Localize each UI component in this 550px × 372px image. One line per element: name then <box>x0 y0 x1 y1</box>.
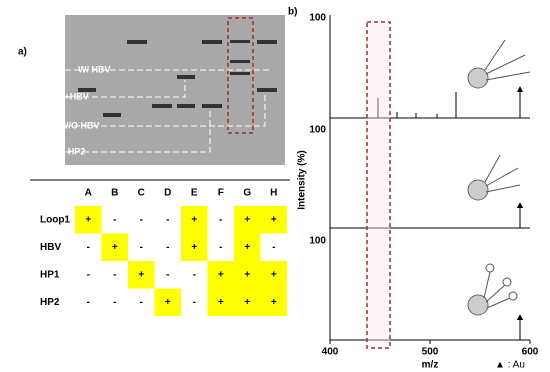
cell: + <box>244 269 250 280</box>
particle-icons <box>467 67 489 316</box>
gel-label: W/ HBV <box>78 64 111 74</box>
cell: - <box>113 269 116 280</box>
x-axis-label: m/z <box>422 360 439 371</box>
cell: + <box>85 214 91 225</box>
highlight-box <box>366 21 391 349</box>
cell: - <box>87 242 90 253</box>
cell-highlight <box>154 288 181 316</box>
cell: + <box>218 269 224 280</box>
column-header: F <box>218 188 224 199</box>
cell-highlight <box>75 206 102 234</box>
cell: - <box>166 269 169 280</box>
panel-top-label: 100 <box>309 125 326 136</box>
cell: - <box>193 297 196 308</box>
panel-top-label: 100 <box>309 13 326 24</box>
gel-label: HP1 + HP2 <box>40 146 85 156</box>
cell: - <box>113 297 116 308</box>
cell: + <box>218 297 224 308</box>
gel-label: Loop1 +HBV <box>35 91 89 101</box>
au-markers <box>517 86 523 320</box>
legend: ▲ : Au <box>495 360 525 371</box>
cell: - <box>140 214 143 225</box>
cell-highlight <box>207 261 234 289</box>
cell-highlight <box>234 233 261 261</box>
cell: - <box>166 214 169 225</box>
cell: + <box>191 214 197 225</box>
cell: + <box>244 297 250 308</box>
cell: - <box>87 269 90 280</box>
cell-highlight <box>181 233 208 261</box>
cell: + <box>244 214 250 225</box>
column-header: D <box>164 188 171 199</box>
x-tick-label: 600 <box>522 347 539 358</box>
x-tick-label: 500 <box>422 347 439 358</box>
panel-label: b) <box>288 7 297 18</box>
probe-icons <box>483 39 531 309</box>
row-header: HBV <box>40 242 61 253</box>
cell: + <box>191 242 197 253</box>
cell-highlight <box>234 261 261 289</box>
y-axis-label: Intensity (%) <box>297 150 308 209</box>
cell: - <box>113 214 116 225</box>
cell: + <box>244 242 250 253</box>
cell: - <box>87 297 90 308</box>
cell: - <box>272 242 275 253</box>
gel-label: W/O HBV <box>60 120 100 130</box>
cell: - <box>219 214 222 225</box>
column-header: H <box>270 188 277 199</box>
cell: + <box>165 297 171 308</box>
cell-highlight <box>128 261 155 289</box>
cell: + <box>271 214 277 225</box>
panel-label: a) <box>18 47 27 58</box>
row-header: HP2 <box>40 297 60 308</box>
cell-highlight <box>234 206 261 234</box>
cell-highlight <box>260 288 287 316</box>
cell-highlight <box>234 288 261 316</box>
cell-highlight <box>181 206 208 234</box>
cell: - <box>193 269 196 280</box>
column-header: E <box>191 188 198 199</box>
row-header: Loop1 <box>40 214 70 225</box>
gel-bands <box>78 40 277 117</box>
cell-highlight <box>260 206 287 234</box>
cell: - <box>140 297 143 308</box>
cell-highlight <box>101 233 128 261</box>
cell-highlight <box>260 261 287 289</box>
cell: - <box>140 242 143 253</box>
axes <box>329 15 531 344</box>
x-tick-label: 400 <box>322 347 339 358</box>
panel-top-label: 100 <box>309 236 326 247</box>
cell: + <box>271 269 277 280</box>
cell: - <box>219 242 222 253</box>
cell-highlight <box>207 288 234 316</box>
cell: + <box>138 269 144 280</box>
row-header: HP1 <box>40 269 60 280</box>
column-header: A <box>85 188 92 199</box>
gel <box>65 15 285 165</box>
column-header: G <box>243 188 251 199</box>
cell: + <box>271 297 277 308</box>
cell: - <box>166 242 169 253</box>
cell: + <box>112 242 118 253</box>
table: A B C D E F G H Loop1 + - - - + - + + HBV - + - - + - + - HP1 - - + - -… <box>30 179 290 316</box>
gel-guides <box>65 69 270 153</box>
column-header: C <box>138 188 145 199</box>
spectrum-peaks <box>377 92 521 340</box>
column-header: B <box>111 188 118 199</box>
